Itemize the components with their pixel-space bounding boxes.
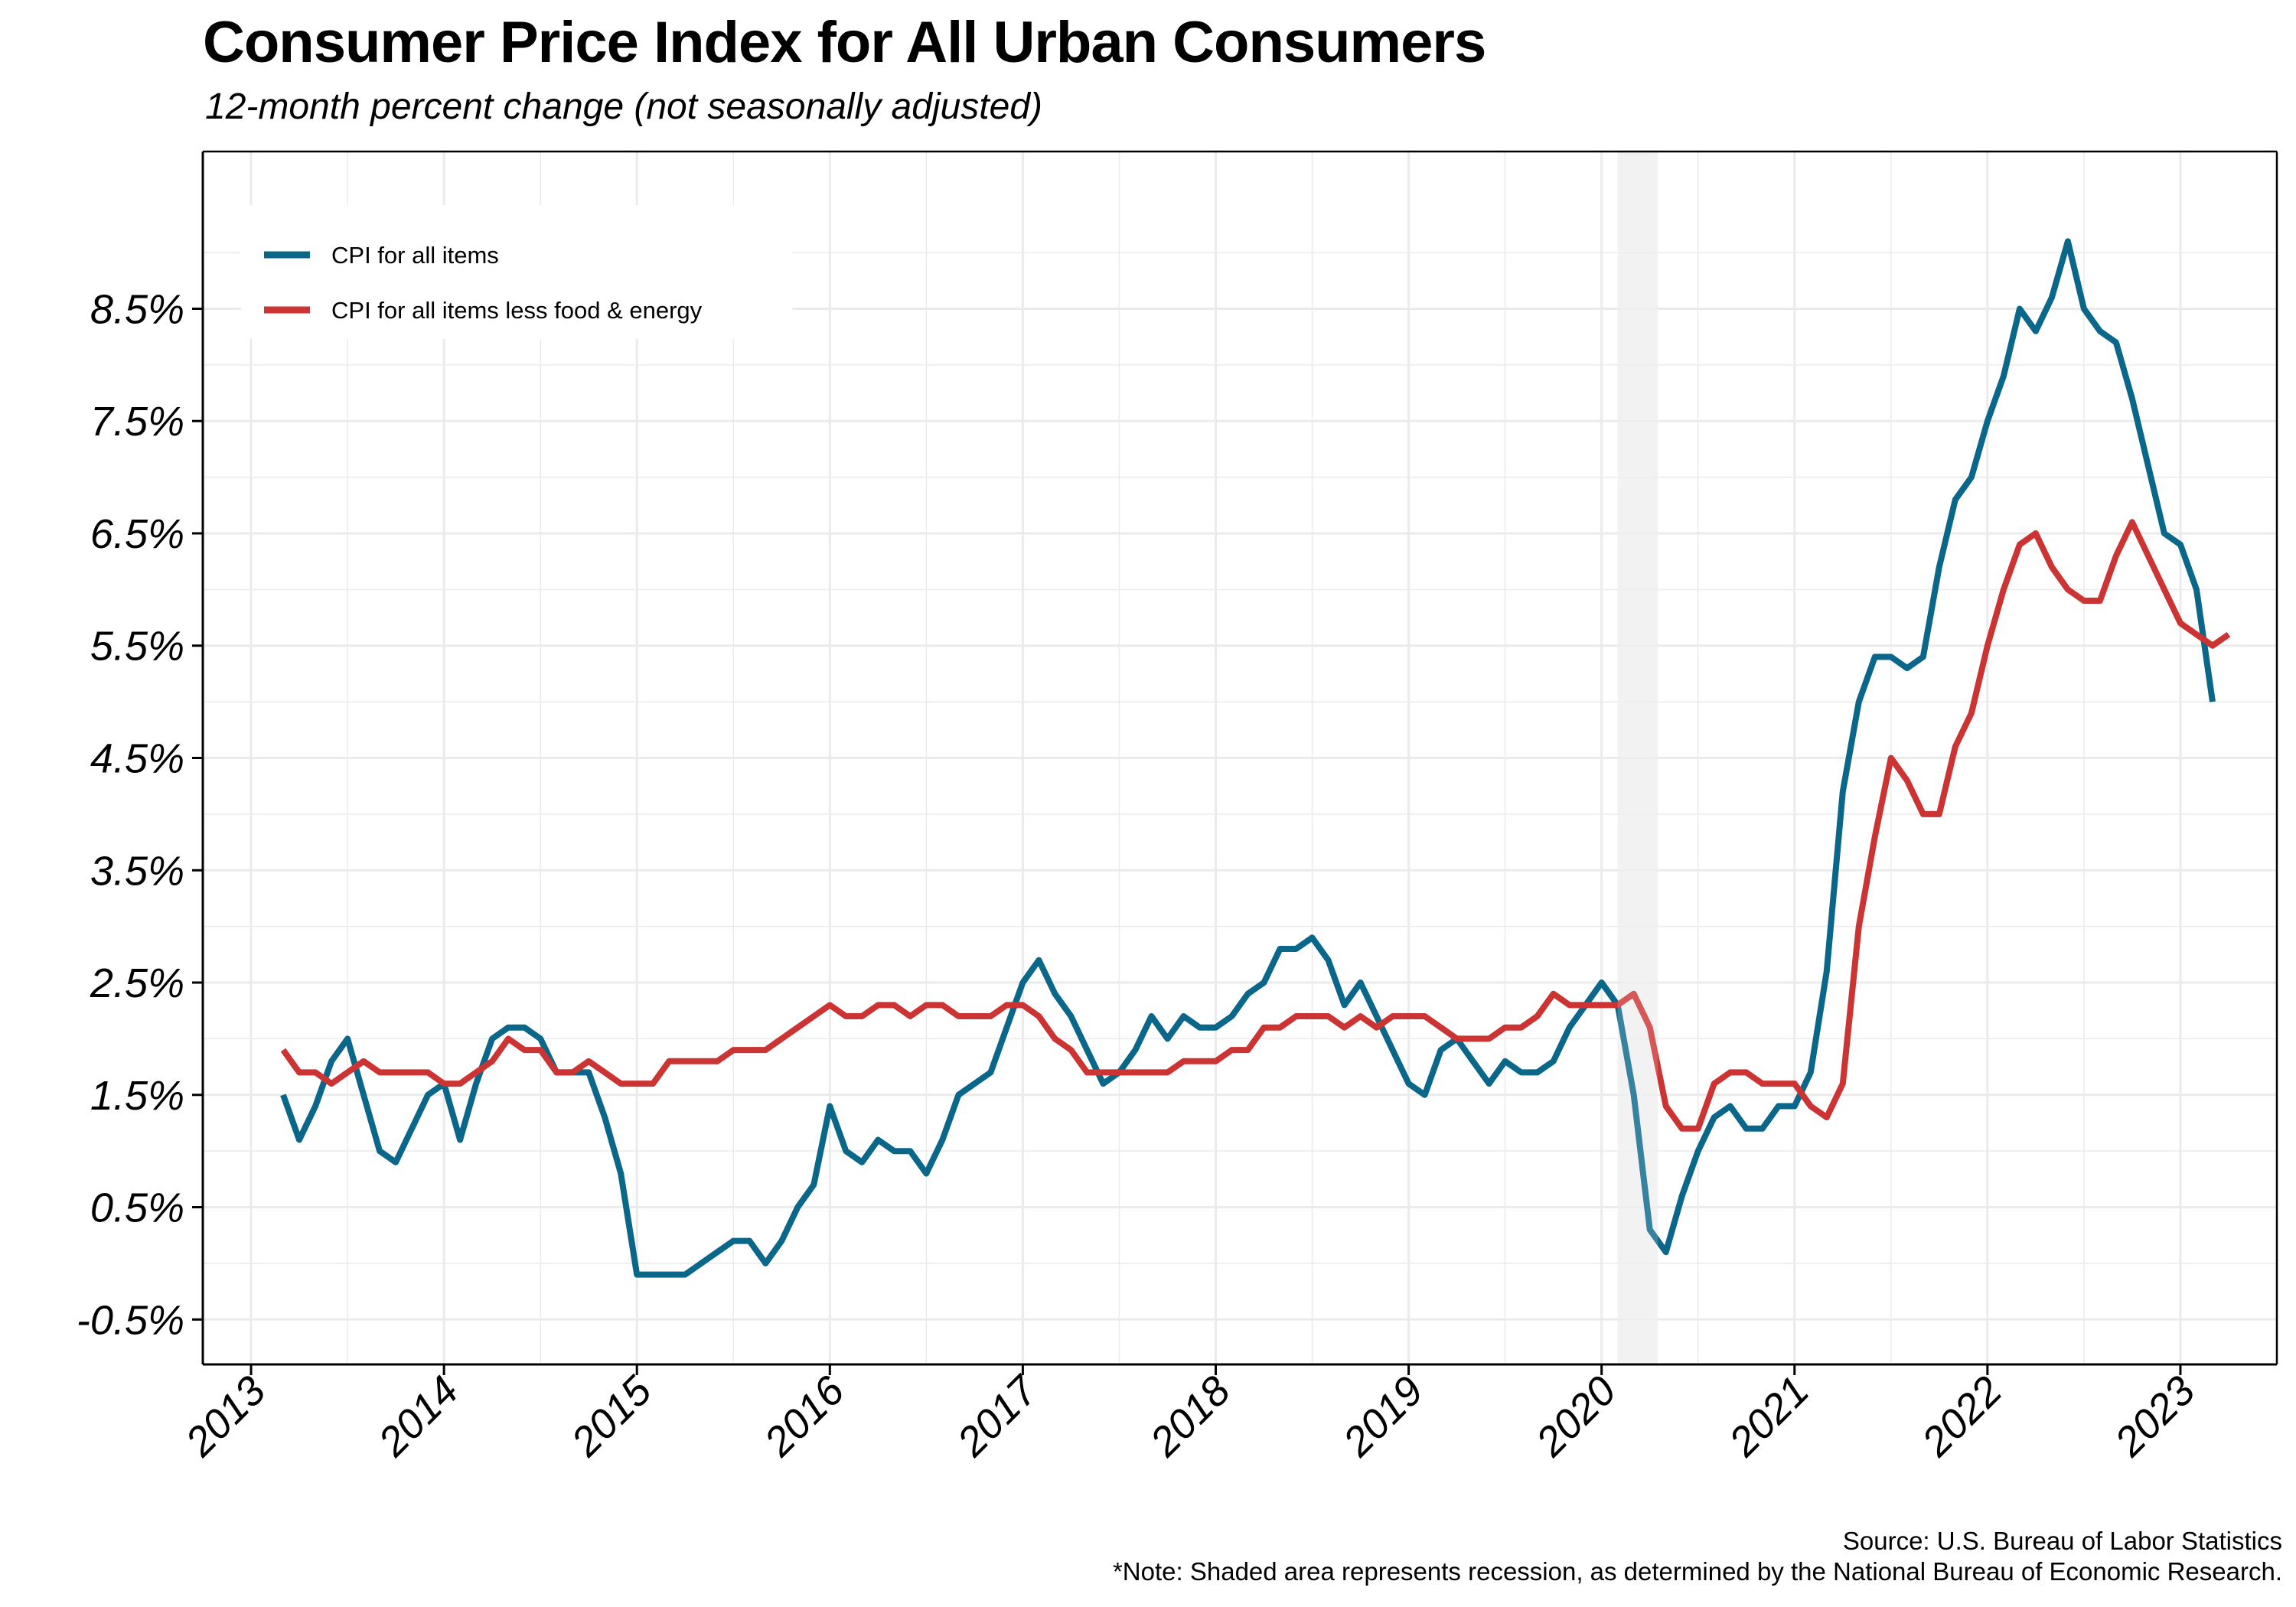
y-tick-label: 8.5% — [90, 286, 184, 332]
y-tick-label: 1.5% — [90, 1073, 184, 1119]
x-tick-label: 2014 — [370, 1367, 468, 1465]
x-tick-label: 2017 — [948, 1367, 1047, 1465]
y-tick-label: 6.5% — [90, 511, 184, 557]
x-tick-label: 2016 — [755, 1367, 854, 1465]
legend-label: CPI for all items — [331, 242, 499, 269]
x-tick-label: 2015 — [563, 1367, 661, 1465]
series-layer — [280, 152, 2231, 1364]
legend: CPI for all items CPI for all items less … — [241, 205, 792, 339]
y-tick-label: 5.5% — [90, 624, 184, 670]
y-tick-label: 7.5% — [90, 399, 184, 445]
y-tick-label: 3.5% — [90, 848, 184, 894]
recession-overlay — [1617, 152, 1658, 1364]
y-tick-label: -0.5% — [77, 1297, 184, 1343]
series-line-cpi-core — [280, 519, 2231, 1132]
axes: -0.5% 0.5% 1.5% 2.5% 3.5% 4.5% 5.5% 6.5% 7.5% 8.5… — [77, 150, 2278, 1465]
x-tick-label: 2022 — [1913, 1367, 2011, 1465]
x-tick-label: 2021 — [1720, 1367, 1818, 1465]
legend-label: CPI for all items less food & energy — [331, 297, 703, 324]
x-tick-label: 2020 — [1527, 1367, 1625, 1465]
x-tick-label: 2023 — [2105, 1367, 2203, 1465]
series-line-cpi-all-items — [280, 238, 2216, 1278]
x-tick-label: 2013 — [176, 1367, 274, 1465]
y-tick-label: 2.5% — [90, 960, 184, 1006]
y-tick-label: 4.5% — [90, 736, 184, 782]
x-tick-label: 2019 — [1334, 1367, 1432, 1465]
legend-background — [241, 205, 792, 339]
chart-title: Consumer Price Index for All Urban Consu… — [203, 10, 1486, 75]
source-note: Source: U.S. Bureau of Labor Statistics — [1842, 1527, 2282, 1555]
chart-subtitle: 12-month percent change (not seasonally … — [205, 86, 1043, 127]
gridlines — [203, 152, 2277, 1364]
recession-note: *Note: Shaded area represents recession,… — [1112, 1557, 2282, 1586]
x-tick-label: 2018 — [1141, 1367, 1239, 1465]
y-tick-label: 0.5% — [90, 1185, 184, 1231]
